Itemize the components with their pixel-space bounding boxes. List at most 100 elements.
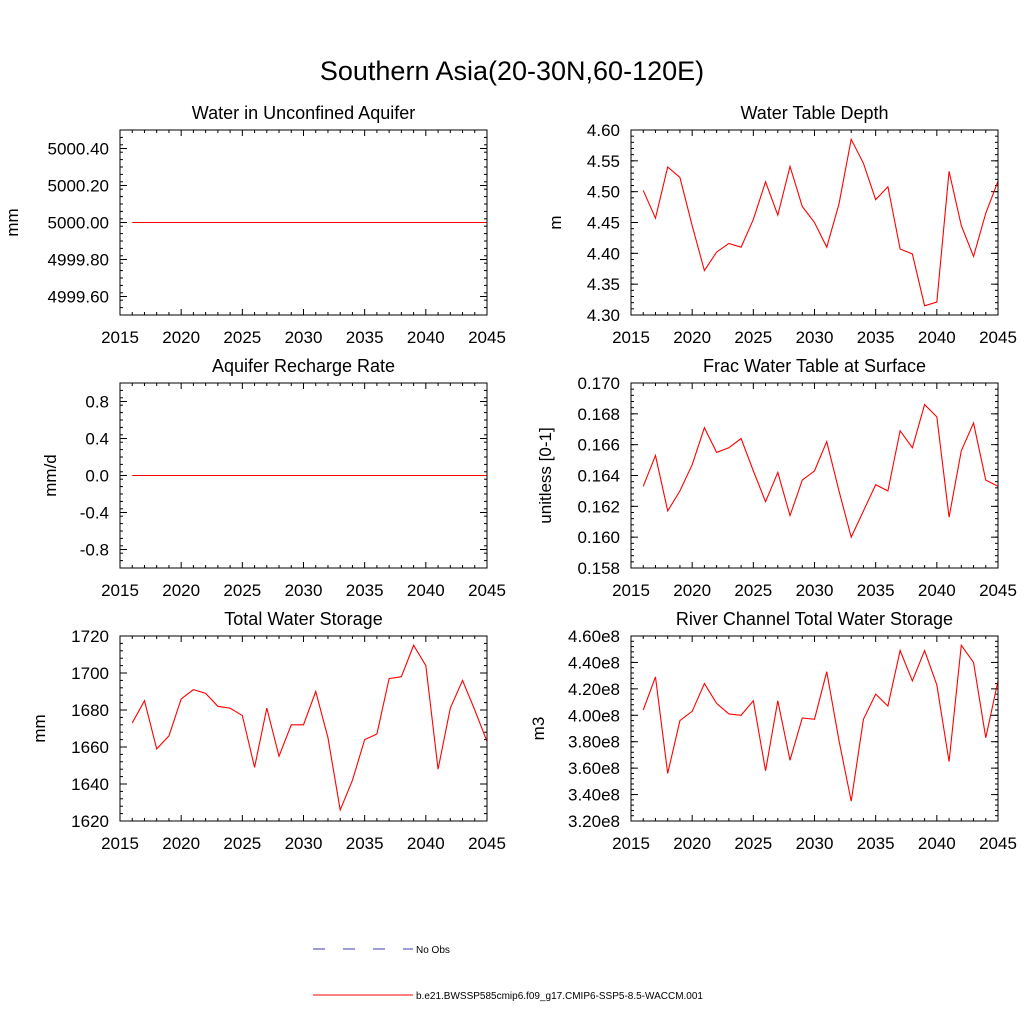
panel-6-ylabel: m3 xyxy=(529,717,548,741)
panel-4-xtick-label: 2025 xyxy=(734,581,772,600)
panel-1-ylabel: mm xyxy=(3,208,22,236)
panel-2-xtick-label: 2040 xyxy=(918,328,956,347)
panel-1-xtick-label: 2020 xyxy=(162,328,200,347)
panel-6-xtick-label: 2035 xyxy=(857,834,895,853)
panel-1-ytick-label: 5000.40 xyxy=(48,140,109,159)
panel-5-frame xyxy=(119,635,488,822)
panel-1-frame xyxy=(119,129,488,316)
panel-3-ytick-label: -0.4 xyxy=(80,504,109,523)
panel-1-ytick-label: 4999.60 xyxy=(48,288,109,307)
panel-6-xtick-label: 2030 xyxy=(796,834,834,853)
panel-5-xtick-label: 2040 xyxy=(407,834,445,853)
panel-2-xtick-label: 2025 xyxy=(734,328,772,347)
legend-obs-label: No Obs xyxy=(416,945,450,956)
panel-1-ytick-label: 5000.00 xyxy=(48,214,109,233)
panel-2-xtick-label: 2030 xyxy=(796,328,834,347)
panel-1-xtick-label: 2045 xyxy=(468,328,506,347)
panel-2-ytick-label: 4.40 xyxy=(587,244,620,263)
panel-4-xtick-label: 2015 xyxy=(612,581,650,600)
panel-5-ytick-label: 1660 xyxy=(71,738,109,757)
panel-2-xtick-label: 2035 xyxy=(857,328,895,347)
panel-3-xtick-label: 2045 xyxy=(468,581,506,600)
panel-2-title: Water Table Depth xyxy=(740,103,888,123)
panel-5-xtick-label: 2025 xyxy=(223,834,261,853)
panel-6-ytick-label: 4.40e8 xyxy=(568,653,620,672)
panel-5-xtick-label: 2035 xyxy=(346,834,384,853)
panel-2-ytick-label: 4.50 xyxy=(587,183,620,202)
panel-5-ytick-label: 1620 xyxy=(71,812,109,831)
panel-3-ytick-label: 0.0 xyxy=(85,467,109,486)
panel-6-ytick-label: 3.20e8 xyxy=(568,812,620,831)
panel-4-title: Frac Water Table at Surface xyxy=(703,356,926,376)
panel-1-xtick-label: 2035 xyxy=(346,328,384,347)
panel-5-ytick-label: 1720 xyxy=(71,627,109,646)
panel-6-series-line xyxy=(642,643,999,802)
panel-6-ytick-label: 3.60e8 xyxy=(568,759,620,778)
panel-5-ytick-label: 1640 xyxy=(71,775,109,794)
panel-2-xtick-label: 2045 xyxy=(979,328,1017,347)
panel-3-ytick-label: 0.4 xyxy=(85,430,109,449)
panel-2-xtick-label: 2015 xyxy=(612,328,650,347)
panel-2-ylabel: m xyxy=(546,215,565,229)
panel-3-frame xyxy=(119,382,488,569)
panel-1-xtick-label: 2030 xyxy=(285,328,323,347)
panel-5-title: Total Water Storage xyxy=(224,609,382,629)
panel-3-xtick-label: 2025 xyxy=(223,581,261,600)
panel-4-xtick-label: 2040 xyxy=(918,581,956,600)
panel-6-xtick-label: 2025 xyxy=(734,834,772,853)
panel-4-ytick-label: 0.166 xyxy=(577,436,620,455)
panel-6-xtick-label: 2015 xyxy=(612,834,650,853)
panel-3-xtick-label: 2040 xyxy=(407,581,445,600)
panel-2-frame xyxy=(630,129,999,316)
panel-5-xtick-label: 2045 xyxy=(468,834,506,853)
panel-2-ytick-label: 4.45 xyxy=(587,214,620,233)
panel-5: Total Water Storage mm 2015 2020 2025 2030 203… xyxy=(30,609,506,853)
panel-1: Water in Unconfined Aquifer mm 2015 2020 202… xyxy=(3,103,506,347)
panel-5-series-line xyxy=(131,644,488,812)
panel-6-ytick-label: 3.80e8 xyxy=(568,733,620,752)
panel-1-ytick-label: 4999.80 xyxy=(48,251,109,270)
panel-4-xtick-label: 2045 xyxy=(979,581,1017,600)
panel-3-ytick-label: 0.8 xyxy=(85,393,109,412)
panel-4-series-line xyxy=(642,403,999,539)
panel-3-xtick-label: 2015 xyxy=(101,581,139,600)
panel-4-frame xyxy=(630,382,999,569)
panel-6-xtick-label: 2045 xyxy=(979,834,1017,853)
panel-2-ytick-label: 4.35 xyxy=(587,275,620,294)
panel-6-xtick-label: 2020 xyxy=(673,834,711,853)
panel-4-xtick-label: 2030 xyxy=(796,581,834,600)
panel-5-xtick-label: 2030 xyxy=(285,834,323,853)
panel-4-ytick-label: 0.158 xyxy=(577,559,620,578)
legend-model-label: b.e21.BWSSP585cmip6.f09_g17.CMIP6-SSP5-8… xyxy=(416,991,703,1002)
panel-4-xtick-label: 2035 xyxy=(857,581,895,600)
panel-6-frame xyxy=(630,635,999,822)
panel-2-ytick-label: 4.60 xyxy=(587,121,620,140)
panel-1-title: Water in Unconfined Aquifer xyxy=(192,103,415,123)
figure-title: Southern Asia(20-30N,60-120E) xyxy=(319,56,705,86)
panel-1-ytick-label: 5000.20 xyxy=(48,177,109,196)
panel-6-xtick-label: 2040 xyxy=(918,834,956,853)
panel-3-ytick-label: -0.8 xyxy=(80,541,109,560)
panel-6: River Channel Total Water Storage m3 2015 2… xyxy=(529,609,1017,853)
panel-2-xtick-label: 2020 xyxy=(673,328,711,347)
panel-4: Frac Water Table at Surface unitless [0-1… xyxy=(536,356,1017,600)
panel-4-ytick-label: 0.170 xyxy=(577,374,620,393)
panel-6-ytick-label: 4.20e8 xyxy=(568,680,620,699)
panel-6-ytick-label: 4.00e8 xyxy=(568,706,620,725)
panel-5-xtick-label: 2015 xyxy=(101,834,139,853)
panel-5-xtick-label: 2020 xyxy=(162,834,200,853)
panel-6-ytick-label: 4.60e8 xyxy=(568,627,620,646)
panel-5-ytick-label: 1700 xyxy=(71,664,109,683)
panel-3-xtick-label: 2030 xyxy=(285,581,323,600)
panel-6-title: River Channel Total Water Storage xyxy=(676,609,953,629)
panel-4-ytick-label: 0.168 xyxy=(577,405,620,424)
panel-2-ytick-label: 4.30 xyxy=(587,306,620,325)
panel-2-series-line xyxy=(642,137,999,307)
panel-6-ytick-label: 3.40e8 xyxy=(568,786,620,805)
panel-5-ylabel: mm xyxy=(30,714,49,742)
panel-4-xtick-label: 2020 xyxy=(673,581,711,600)
panel-3-ylabel: mm/d xyxy=(41,454,60,497)
panel-4-ytick-label: 0.160 xyxy=(577,528,620,547)
panel-1-xtick-label: 2025 xyxy=(223,328,261,347)
